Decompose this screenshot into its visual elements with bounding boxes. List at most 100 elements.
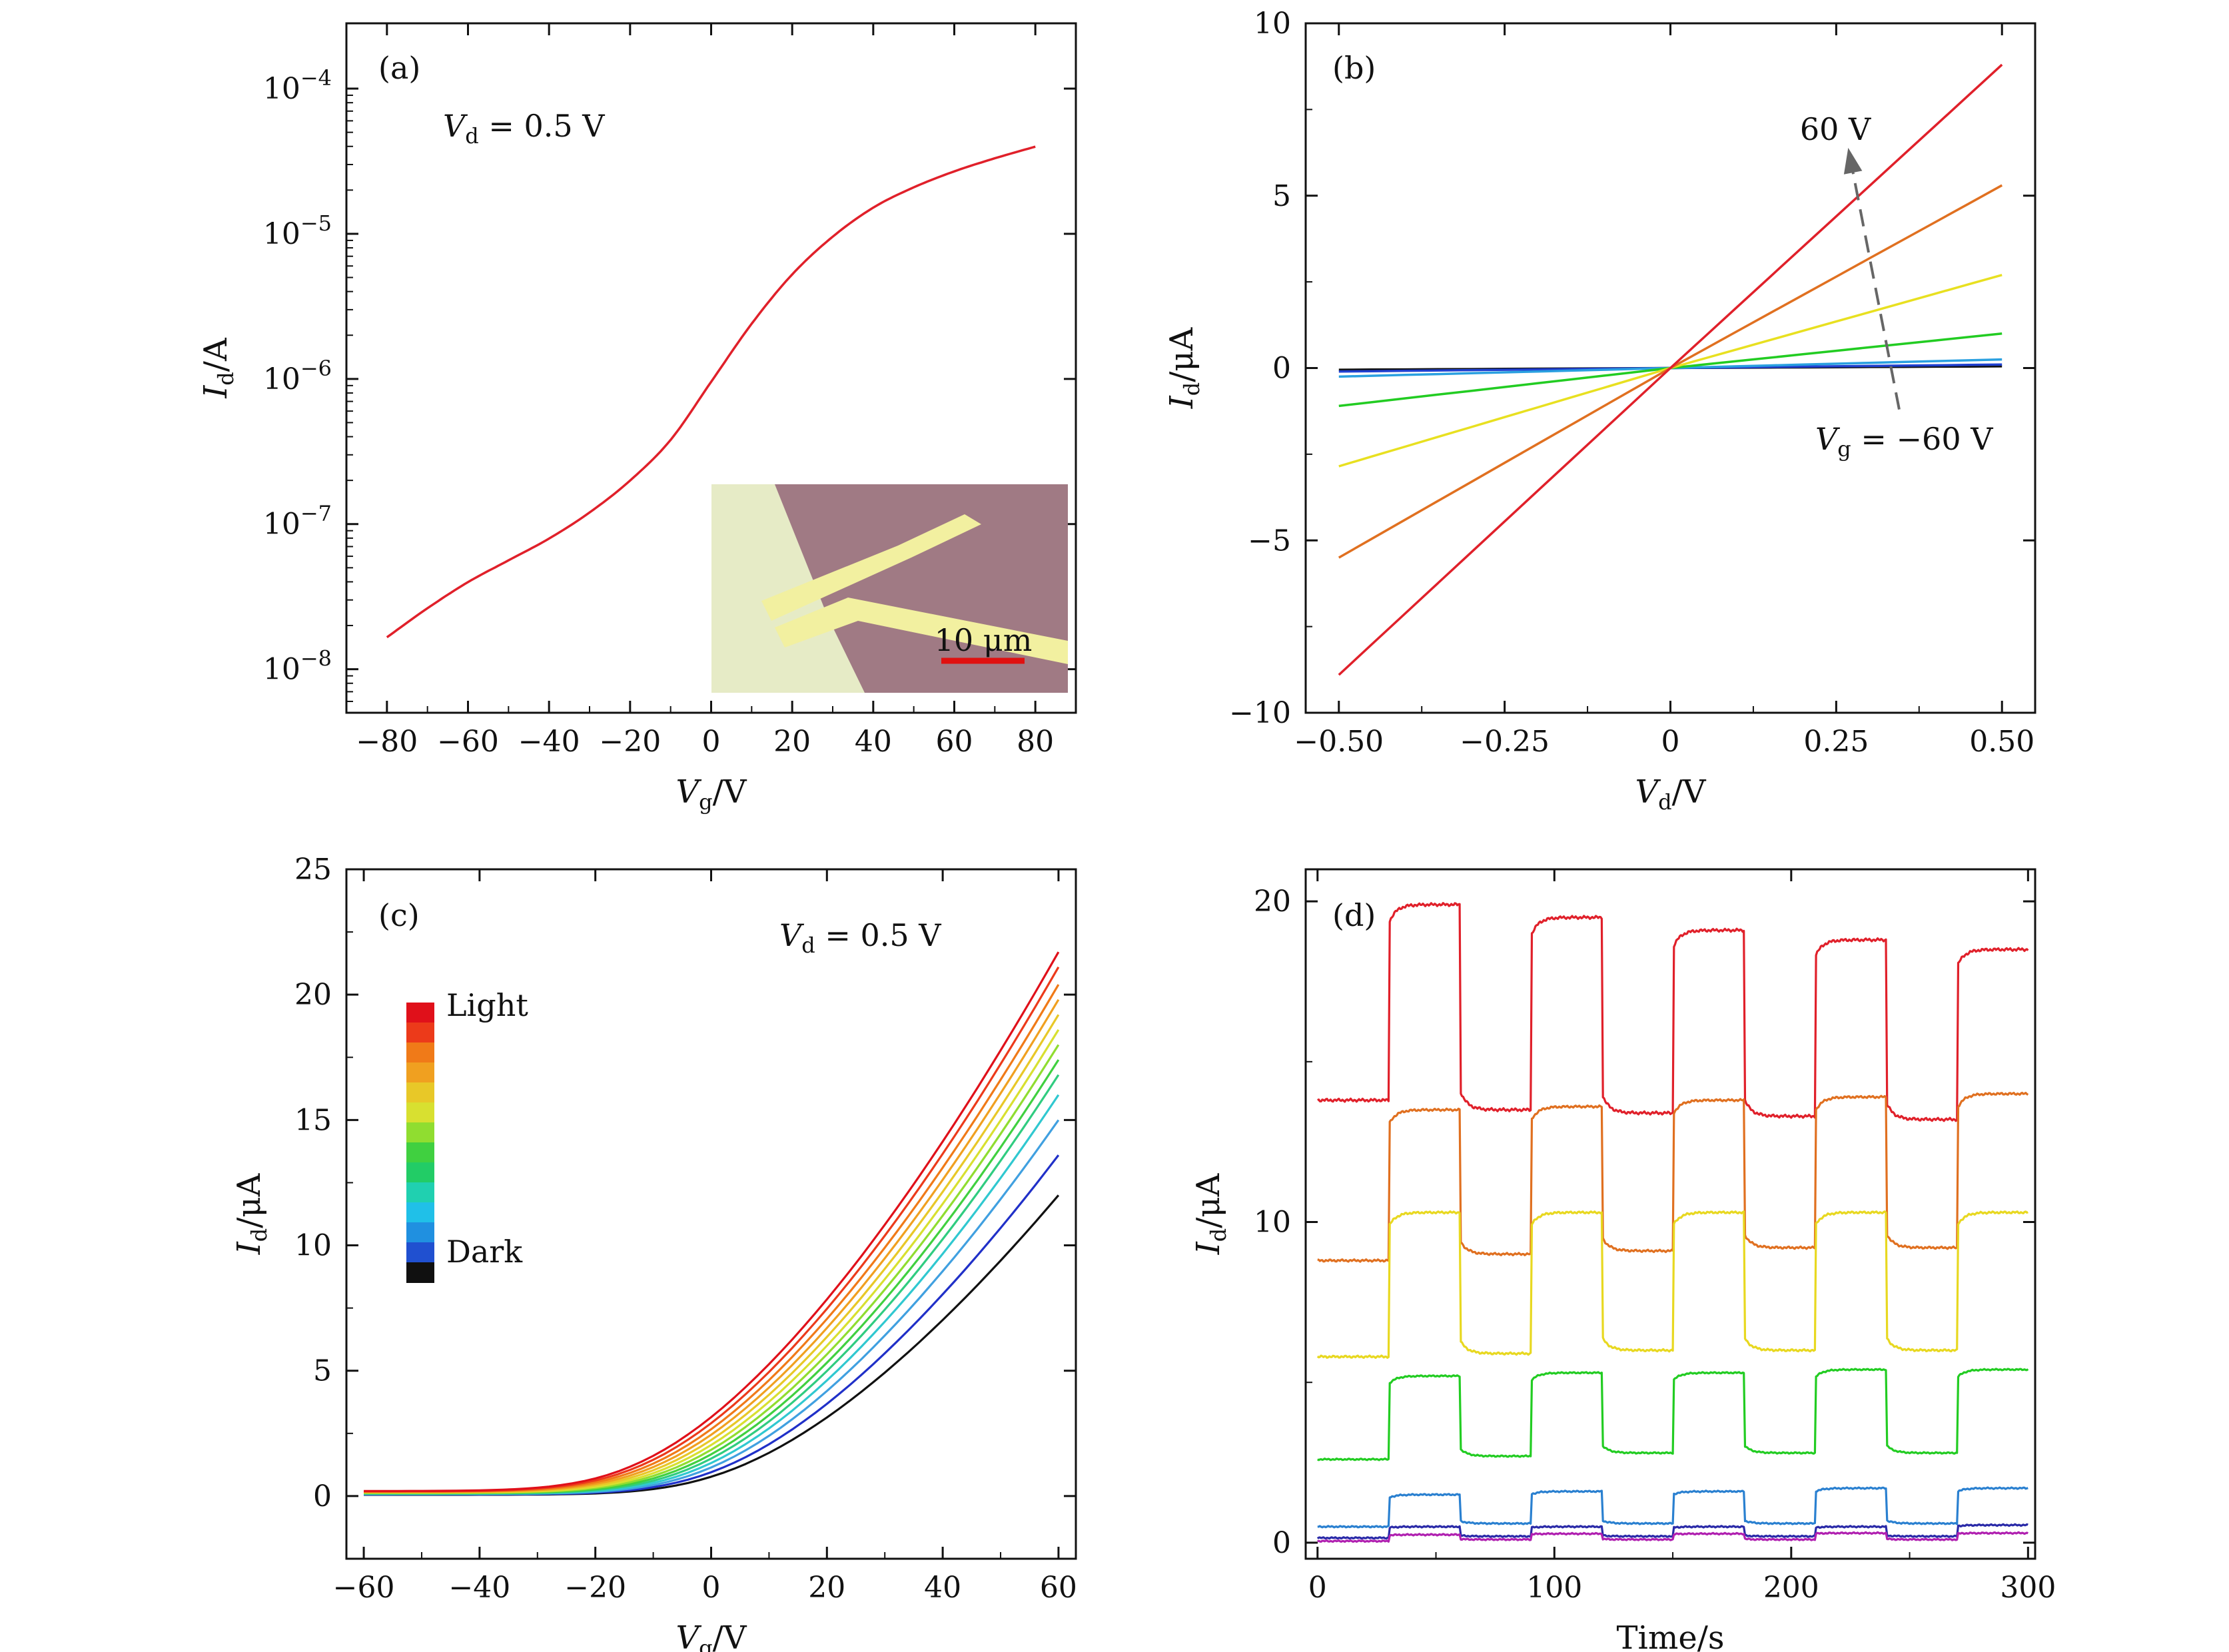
panel-c-ytick-label: 25 <box>294 853 332 887</box>
colorbar-swatch <box>406 1242 434 1263</box>
panel-d-xtick-label: 0 <box>1308 1571 1327 1605</box>
panel-d-curve-6 <box>1317 1531 2028 1543</box>
panel-a-ylabel: Id/A <box>197 337 238 399</box>
panel-c-xtick-label: 20 <box>808 1571 845 1605</box>
panel-b-ytick-label: −5 <box>1248 524 1291 558</box>
panel-b-xtick-label: 0.25 <box>1803 725 1869 759</box>
panel-a-ytick-base: 10 <box>263 362 300 396</box>
panel-a-ytick-exponent: −6 <box>300 356 332 381</box>
panel-b-ytick-label: 0 <box>1272 352 1291 386</box>
panel-b-xtick-label: −0.50 <box>1294 725 1384 759</box>
panel-b-annotation-bottom-unit: = −60 V <box>1851 421 1993 457</box>
panel-a-annotation-subscript: d <box>465 123 478 149</box>
colorbar-top-label: Light <box>446 987 528 1023</box>
colorbar-swatch <box>406 1122 434 1143</box>
panel-a-xlabel-symbol: V <box>676 773 702 811</box>
panel-c-ytick-label: 15 <box>294 1103 332 1137</box>
panel-a-xtick-label: −40 <box>518 725 580 759</box>
panel-b-label: (b) <box>1332 50 1376 86</box>
panel-a-ylabel-symbol: I <box>197 385 234 399</box>
panel-b-xlabel-unit: /V <box>1672 773 1707 811</box>
inset-electrode-left <box>711 484 865 693</box>
panel-d-curve-3 <box>1317 1368 2029 1461</box>
colorbar-swatch <box>406 1262 434 1283</box>
colorbar-swatch <box>406 1182 434 1203</box>
panel-a-xlabel-subscript: g <box>699 789 712 815</box>
colorbar-swatch <box>406 1162 434 1183</box>
panel-a-ytick-label: 10−5 <box>263 210 332 251</box>
panel-a-ytick-base: 10 <box>263 72 300 106</box>
panel-b-xtick-label: 0 <box>1661 725 1680 759</box>
panel-c-label: (c) <box>378 897 420 933</box>
panel-d-ytick-label: 20 <box>1254 885 1291 919</box>
panel-b-annotation-bottom-symbol: V <box>1815 421 1841 457</box>
panel-c-xtick-label: −60 <box>333 1571 395 1605</box>
panel-c-xlabel-unit: /V <box>713 1619 747 1652</box>
panel-c-ytick-label: 10 <box>294 1229 332 1263</box>
colorbar-swatch <box>406 1003 434 1023</box>
colorbar-swatch <box>406 1102 434 1123</box>
panel-a-xtick-label: −60 <box>437 725 499 759</box>
panel-c: −60 −40 −20 0 20 40 60 25 20 15 10 5 0 Light Dark (c) Vd… <box>230 853 1077 1652</box>
panel-d-xtick-label: 300 <box>2000 1571 2056 1605</box>
colorbar-swatch <box>406 1042 434 1063</box>
panel-c-annotation-unit: = 0.5 V <box>815 917 942 953</box>
panel-a-annotation-symbol: V <box>443 108 468 144</box>
panel-c-colorbar: Light Dark <box>406 987 528 1283</box>
panel-d-frame <box>1304 868 2036 1560</box>
panel-b-xlabel-symbol: V <box>1635 773 1661 811</box>
panel-b-xlabel-subscript: d <box>1658 789 1671 815</box>
inset-contact-lower <box>775 598 1068 664</box>
panel-a-ytick-base: 10 <box>263 653 300 687</box>
panel-a-inset-micrograph: 10 μm <box>711 484 1068 693</box>
panel-c-xtick-label: 40 <box>924 1571 961 1605</box>
panel-b-ylabel-symbol: I <box>1163 395 1200 409</box>
panel-a-xtick-label: −20 <box>599 725 661 759</box>
panel-b-annotation-bottom-subscript: g <box>1837 436 1851 462</box>
panel-d-ylabel-symbol: I <box>1190 1241 1227 1255</box>
panel-b-ylabel: Id/μA <box>1163 326 1204 409</box>
panel-a-xlabel-unit: /V <box>713 773 747 811</box>
panel-b-xtick-label: −0.25 <box>1460 725 1550 759</box>
panel-c-ylabel-symbol: I <box>230 1241 268 1255</box>
panel-b-curve-6 <box>1338 63 2003 676</box>
panel-d-ylabel: Id/μA <box>1190 1172 1231 1255</box>
panel-a-xtick-label: −80 <box>356 725 418 759</box>
panel-a-ytick-exponent: −5 <box>300 210 332 236</box>
panel-a-ytick-label: 10−6 <box>263 356 332 396</box>
panel-a-label: (a) <box>378 50 420 86</box>
panel-a-ylabel-subscript: d <box>213 372 238 385</box>
panel-a-ytick-label: 10−4 <box>263 65 332 106</box>
panel-b-xtick-label: 0.50 <box>1969 725 2034 759</box>
panel-a-xtick-label: 60 <box>936 725 973 759</box>
panel-d-xlabel: Time/s <box>1616 1619 1724 1652</box>
panel-d-label: (d) <box>1332 897 1376 933</box>
colorbar-swatch <box>406 1023 434 1043</box>
panel-a: −80 −60 −40 −20 0 20 40 60 8010−410−510−610−710−… <box>197 22 1077 815</box>
panel-c-xlabel: Vg/V <box>676 1619 747 1652</box>
inset-scalebar-label: 10 μm <box>935 622 1033 658</box>
panel-d-curve-4 <box>1317 1486 2028 1529</box>
panel-a-ytick-exponent: −4 <box>300 65 332 91</box>
panel-a-xtick-label: 40 <box>855 725 892 759</box>
panel-c-ylabel-unit: /μA <box>230 1172 268 1228</box>
colorbar-swatch <box>406 1062 434 1083</box>
colorbar-swatch <box>406 1222 434 1243</box>
panel-a-ytick-base: 10 <box>263 217 300 251</box>
panel-c-annotation: Vd = 0.5 V <box>779 917 941 958</box>
panel-a-ytick-base: 10 <box>263 508 300 542</box>
panel-b-ylabel-unit: /μA <box>1163 326 1200 382</box>
panel-a-annotation-unit: = 0.5 V <box>479 108 606 144</box>
panel-a-xlabel: Vg/V <box>676 773 747 815</box>
panel-b-xlabel: Vd/V <box>1635 773 1707 815</box>
inset-contact-upper <box>761 514 981 621</box>
panel-c-xtick-label: −40 <box>448 1571 510 1605</box>
panel-c-ylabel: Id/μA <box>230 1172 272 1255</box>
panel-d-ylabel-subscript: d <box>1206 1228 1231 1242</box>
colorbar-bottom-label: Dark <box>446 1234 523 1270</box>
panel-a-curve <box>386 145 1036 639</box>
panel-d-xtick-label: 200 <box>1763 1571 1819 1605</box>
panel-a-ytick-label: 10−8 <box>263 646 332 687</box>
panel-d-ytick-label: 10 <box>1254 1206 1291 1240</box>
